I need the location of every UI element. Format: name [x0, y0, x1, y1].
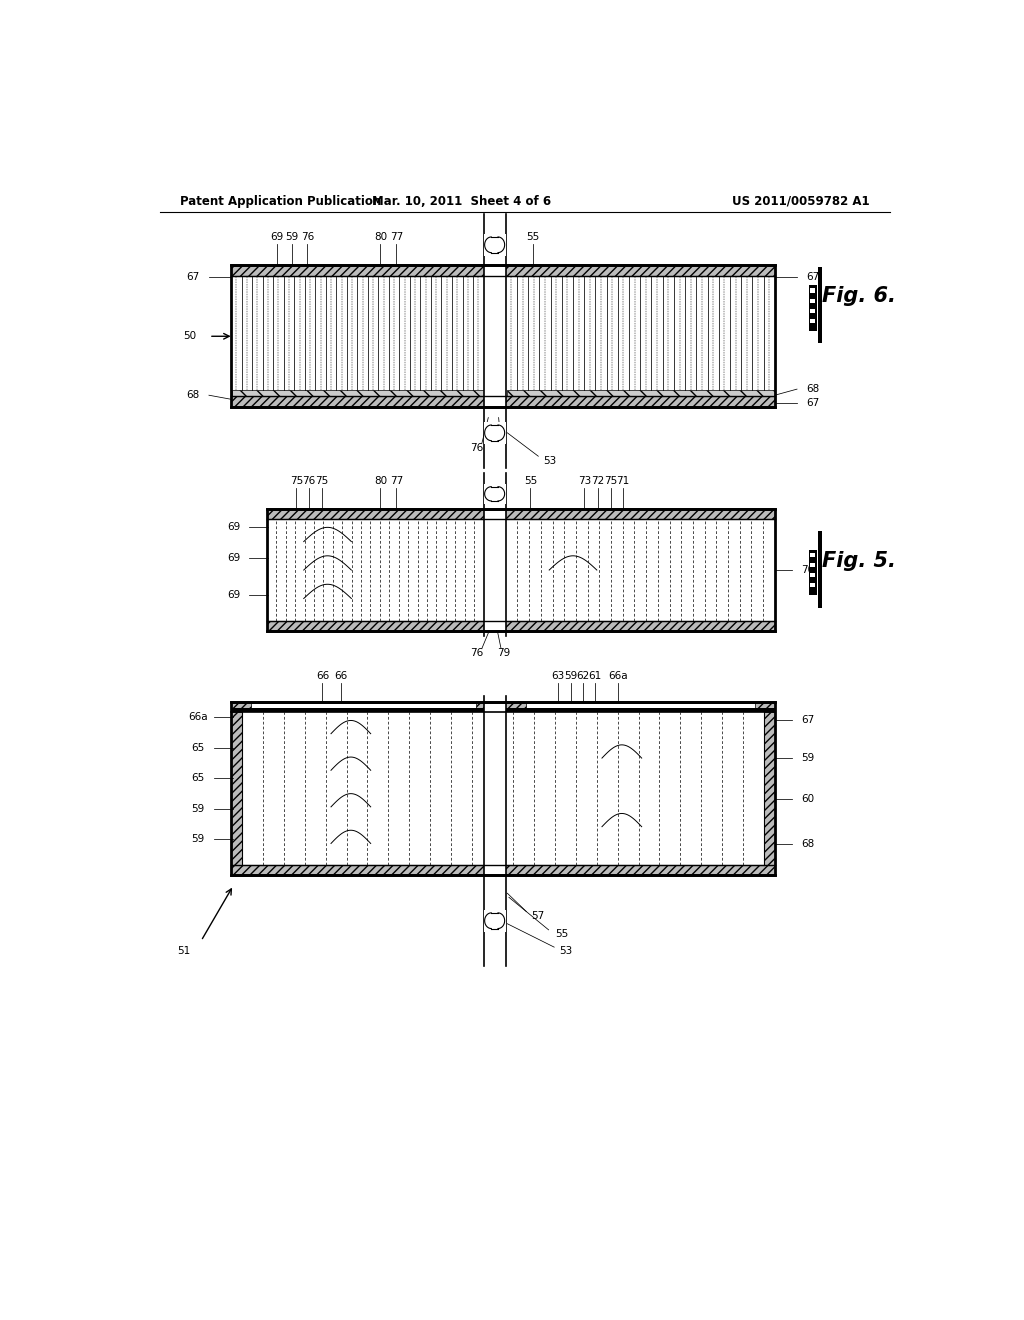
Bar [811, 573, 815, 577]
Bar [809, 285, 817, 331]
Text: 76: 76 [471, 648, 483, 659]
Text: 51: 51 [177, 946, 190, 956]
Text: 69: 69 [227, 590, 241, 601]
Bar [483, 234, 506, 256]
Bar [811, 319, 815, 323]
Text: 55: 55 [523, 475, 537, 486]
Bar [811, 309, 815, 313]
Text: 77: 77 [389, 475, 402, 486]
Bar [811, 553, 815, 557]
Text: 80: 80 [374, 475, 387, 486]
Text: 63: 63 [552, 671, 565, 681]
Bar [267, 519, 483, 620]
Bar [267, 620, 775, 631]
Bar [809, 549, 817, 595]
Text: 70: 70 [802, 565, 815, 576]
Bar [231, 265, 775, 276]
Bar [483, 474, 506, 636]
Text: 57: 57 [495, 444, 508, 453]
Bar [483, 421, 506, 444]
Bar [811, 562, 815, 568]
Text: 65: 65 [191, 774, 205, 783]
Text: 65: 65 [191, 743, 205, 752]
Text: 66a: 66a [188, 713, 208, 722]
Text: Fig. 6.: Fig. 6. [822, 285, 896, 306]
Text: 69: 69 [227, 553, 241, 562]
Bar [483, 909, 506, 932]
Text: 67: 67 [806, 272, 819, 282]
Text: 71: 71 [616, 475, 630, 486]
Bar [231, 865, 775, 875]
Text: 75: 75 [315, 475, 329, 486]
Text: 59: 59 [802, 754, 815, 763]
Text: 68: 68 [186, 391, 200, 400]
Bar [811, 298, 815, 302]
Text: 75: 75 [604, 475, 617, 486]
Bar [811, 289, 815, 293]
Bar [231, 276, 483, 391]
Text: 59: 59 [564, 671, 578, 681]
Text: 69: 69 [227, 523, 241, 532]
Bar [231, 265, 775, 408]
Text: 68: 68 [802, 840, 815, 850]
Text: Patent Application Publication: Patent Application Publication [179, 194, 381, 207]
Text: 79: 79 [498, 648, 511, 659]
Text: 62: 62 [577, 671, 590, 681]
Text: 75: 75 [290, 475, 303, 486]
Bar [764, 713, 775, 865]
Text: 59: 59 [191, 804, 205, 814]
Bar [231, 396, 775, 408]
Text: 80: 80 [374, 232, 387, 242]
Text: 76: 76 [301, 232, 314, 242]
Text: US 2011/0059782 A1: US 2011/0059782 A1 [732, 194, 870, 207]
Bar [818, 532, 822, 607]
Bar [475, 702, 496, 709]
Bar [267, 510, 775, 631]
Text: 77: 77 [389, 232, 402, 242]
Text: 53: 53 [544, 457, 557, 466]
Text: 66a: 66a [608, 671, 628, 681]
Bar [507, 391, 775, 396]
Text: 59: 59 [286, 232, 299, 242]
Text: 60: 60 [802, 793, 815, 804]
Bar [231, 702, 251, 709]
Bar [231, 713, 775, 865]
Text: 76: 76 [471, 444, 483, 453]
Text: 59: 59 [191, 834, 205, 845]
Bar [231, 713, 243, 865]
Text: 73: 73 [578, 475, 591, 486]
Bar [232, 391, 483, 396]
Text: 68: 68 [806, 384, 819, 395]
Text: 67: 67 [806, 399, 819, 408]
Text: 67: 67 [802, 715, 815, 726]
Text: 67: 67 [186, 272, 200, 282]
Bar [506, 519, 775, 620]
Text: 76: 76 [302, 475, 315, 486]
Bar [483, 214, 506, 469]
Text: Mar. 10, 2011  Sheet 4 of 6: Mar. 10, 2011 Sheet 4 of 6 [372, 194, 551, 207]
Bar [231, 709, 775, 713]
Text: 61: 61 [588, 671, 601, 681]
Text: 66: 66 [315, 671, 329, 681]
Bar [231, 702, 775, 875]
Bar [267, 510, 775, 519]
Text: 55: 55 [555, 929, 568, 939]
Bar [755, 702, 775, 709]
Bar [506, 276, 775, 391]
Text: Fig. 5.: Fig. 5. [822, 550, 896, 570]
Bar [483, 483, 506, 504]
Text: 50: 50 [183, 331, 197, 342]
Text: 57: 57 [531, 911, 545, 920]
Text: 66: 66 [334, 671, 347, 681]
Text: 72: 72 [591, 475, 604, 486]
Text: 69: 69 [270, 232, 284, 242]
Bar [818, 267, 822, 343]
Bar [483, 694, 506, 966]
Text: 55: 55 [526, 232, 540, 242]
Bar [502, 702, 525, 709]
Text: 53: 53 [559, 946, 572, 956]
Bar [811, 583, 815, 587]
